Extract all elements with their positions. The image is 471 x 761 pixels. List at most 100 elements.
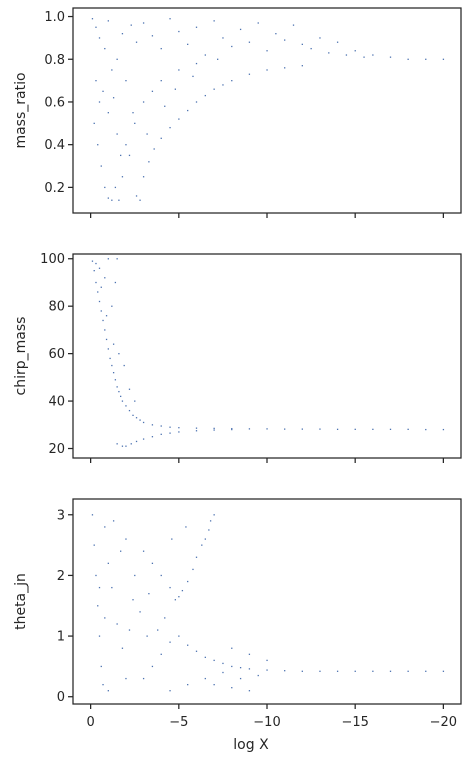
data-point: [120, 550, 122, 552]
data-point: [100, 310, 102, 312]
data-point: [125, 144, 127, 146]
data-point: [116, 58, 118, 60]
data-point: [201, 544, 203, 546]
data-point: [164, 617, 166, 619]
data-point: [98, 586, 101, 589]
data-point: [336, 670, 339, 672]
data-point: [389, 670, 392, 672]
data-point: [195, 427, 198, 429]
data-point: [336, 41, 339, 43]
data-point: [248, 690, 251, 692]
data-point: [125, 445, 127, 447]
y-tick-label: 1.0: [44, 10, 65, 25]
data-point: [116, 623, 118, 625]
data-point: [389, 428, 392, 430]
y-tick-label: 0.4: [44, 138, 65, 153]
data-point: [107, 112, 109, 114]
axes-frame: [72, 7, 462, 214]
data-point: [213, 20, 215, 22]
data-point: [104, 47, 106, 50]
data-point: [192, 568, 194, 571]
data-point: [442, 428, 445, 431]
data-point: [142, 22, 145, 24]
data-point: [301, 43, 303, 46]
y-tick-label: 2: [57, 569, 65, 584]
data-point: [118, 353, 120, 355]
data-point: [104, 526, 106, 528]
x-tick-label: −15: [341, 715, 368, 730]
data-point: [151, 562, 154, 564]
data-point: [134, 122, 136, 125]
data-point: [91, 514, 94, 516]
data-point: [389, 56, 392, 58]
data-point: [97, 291, 99, 293]
data-point: [239, 667, 242, 669]
data-point: [169, 18, 171, 20]
subplot-mass-ratio: 0.2 0.4 0.6 0.8 1.0 mass_ratio: [13, 7, 462, 218]
data-point: [178, 596, 180, 598]
data-point: [160, 433, 162, 435]
data-point: [217, 58, 219, 60]
data-point: [213, 683, 215, 686]
data-point: [142, 101, 145, 103]
data-point: [95, 26, 97, 28]
data-point: [112, 343, 115, 345]
data-point: [160, 47, 162, 50]
data-point: [142, 550, 145, 552]
data-point: [213, 429, 215, 431]
data-point: [120, 154, 122, 157]
data-point: [95, 80, 97, 82]
data-point: [181, 589, 184, 592]
data-point: [160, 425, 162, 427]
data-point: [171, 538, 173, 540]
data-point: [111, 586, 113, 589]
data-point: [134, 574, 136, 577]
data-point: [169, 426, 171, 428]
data-point: [204, 656, 206, 658]
data-point: [187, 683, 189, 686]
data-point: [102, 683, 104, 686]
data-point: [151, 424, 154, 426]
y-tick-label: 100: [40, 252, 65, 267]
data-point: [231, 665, 233, 668]
data-point: [195, 556, 198, 558]
data-point: [425, 670, 427, 672]
x-tick-label: 0: [86, 715, 94, 730]
data-point: [275, 33, 277, 35]
axes-frame: [72, 498, 462, 705]
data-point: [151, 665, 154, 668]
data-point: [100, 665, 102, 668]
data-point: [195, 430, 198, 432]
data-point: [169, 690, 171, 692]
data-point: [174, 88, 176, 90]
data-point: [116, 133, 118, 135]
data-point: [372, 54, 374, 56]
data-point: [231, 687, 233, 689]
data-point: [111, 199, 113, 201]
data-point: [118, 390, 120, 393]
data-point: [160, 653, 162, 655]
x-tick-label: −20: [430, 715, 457, 730]
data-point: [121, 176, 124, 178]
data-point: [169, 432, 171, 434]
data-point: [328, 52, 330, 54]
data-point: [142, 421, 145, 424]
data-point: [107, 690, 109, 692]
data-point: [104, 186, 106, 189]
data-point: [109, 357, 111, 360]
data-point: [135, 417, 138, 419]
data-point: [301, 670, 303, 672]
data-point: [160, 80, 162, 82]
data-point: [178, 635, 180, 637]
y-tick-label: 1: [57, 630, 65, 645]
data-point: [107, 562, 109, 564]
data-point: [195, 62, 198, 65]
y-axis-label: chirp_mass: [13, 317, 29, 396]
scatter-points: [91, 514, 445, 692]
data-point: [100, 286, 102, 288]
y-tick-label: 0.6: [44, 95, 65, 110]
data-point: [213, 514, 215, 516]
data-point: [121, 400, 124, 402]
data-point: [231, 428, 233, 431]
x-tick-label: −5: [169, 715, 188, 730]
